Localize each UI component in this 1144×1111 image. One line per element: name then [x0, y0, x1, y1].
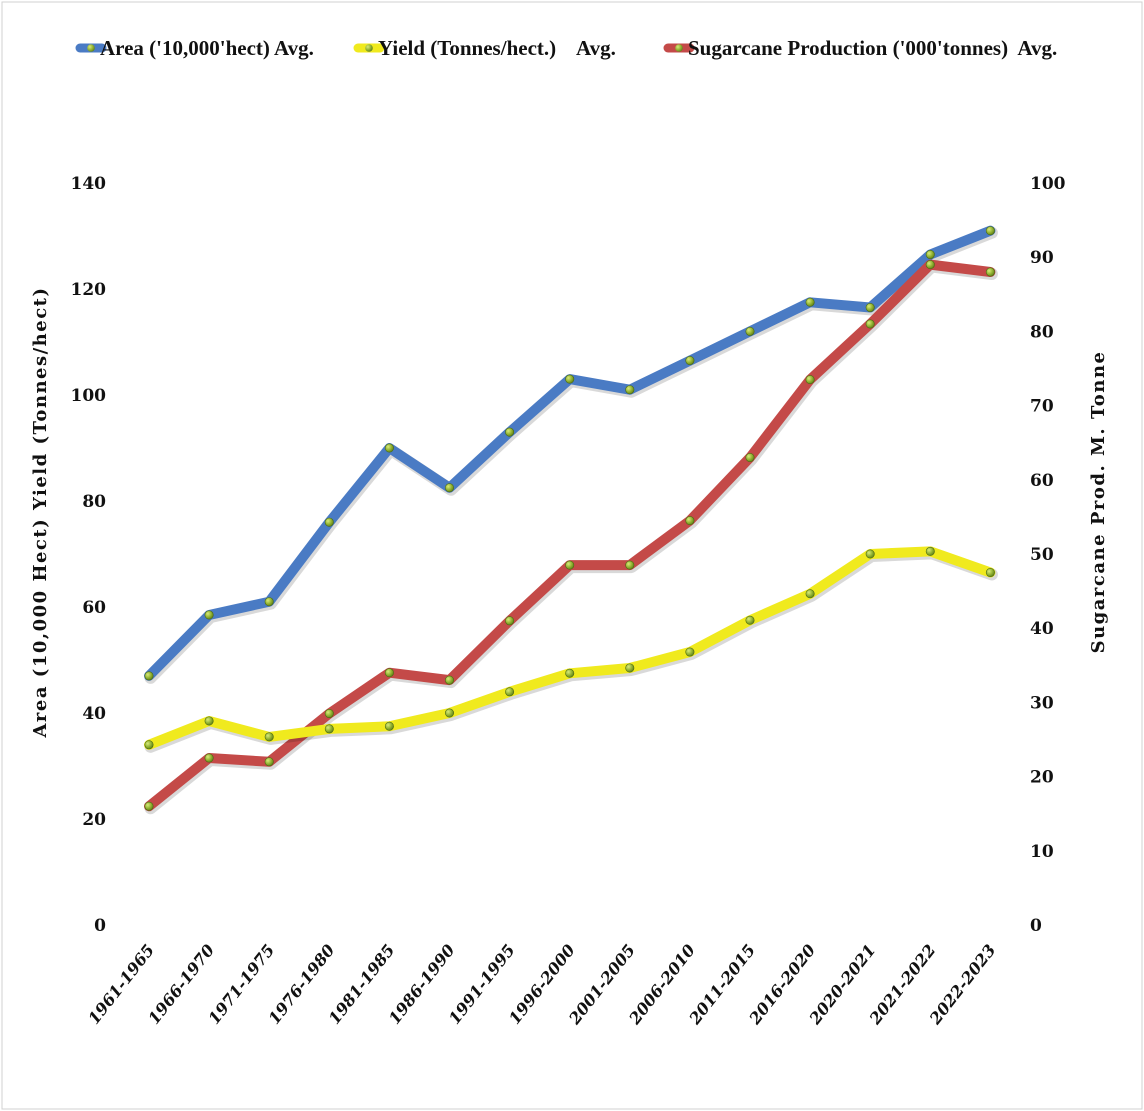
data-point — [505, 616, 515, 626]
right-tick-label: 50 — [1030, 545, 1054, 565]
data-point — [985, 267, 995, 277]
data-point — [625, 663, 635, 673]
legend-label: Area ('10,000'hect) Avg. — [100, 36, 314, 60]
data-point — [985, 226, 995, 236]
left-axis-ticks: 0 20 40 60 80 100 120 140 — [71, 174, 107, 936]
data-point — [805, 297, 815, 307]
legend-label: Sugarcane Production ('000'tonnes) Avg. — [688, 36, 1057, 60]
data-point — [685, 647, 695, 657]
data-point — [324, 709, 334, 719]
left-tick-label: 120 — [71, 280, 107, 300]
left-tick-label: 20 — [82, 810, 106, 830]
left-tick-label: 0 — [94, 916, 106, 936]
data-point — [925, 546, 935, 556]
data-point — [264, 597, 274, 607]
data-point — [685, 356, 695, 366]
left-tick-label: 140 — [71, 174, 107, 194]
data-point — [685, 516, 695, 526]
data-point — [384, 668, 394, 678]
data-point — [805, 375, 815, 385]
right-tick-label: 20 — [1030, 768, 1054, 788]
series-markers — [144, 226, 995, 811]
right-tick-label: 70 — [1030, 397, 1054, 417]
right-tick-label: 0 — [1030, 916, 1042, 936]
left-tick-label: 100 — [71, 386, 107, 406]
left-tick-label: 60 — [82, 598, 106, 618]
right-tick-label: 60 — [1030, 471, 1054, 491]
data-point — [565, 560, 575, 570]
data-point — [144, 740, 154, 750]
right-tick-label: 90 — [1030, 248, 1054, 268]
legend-marker — [675, 44, 683, 52]
right-axis-ticks: 0 10 20 30 40 50 60 70 80 90 100 — [1030, 174, 1066, 936]
data-point — [444, 675, 454, 685]
data-point — [204, 610, 214, 620]
data-point — [264, 757, 274, 767]
left-axis-title: Area (10,000 Hect) Yield (Tonnes/hect) — [30, 286, 51, 738]
data-point — [505, 687, 515, 697]
data-point — [384, 721, 394, 731]
right-axis-title: Sugarcane Prod. M. Tonne — [1088, 351, 1109, 654]
legend-label: Yield (Tonnes/hect.) Avg. — [378, 36, 616, 60]
data-point — [264, 732, 274, 742]
legend-marker — [365, 44, 373, 52]
data-point — [985, 568, 995, 578]
data-point — [444, 483, 454, 493]
data-point — [324, 724, 334, 734]
data-point — [204, 753, 214, 763]
data-point — [865, 319, 875, 329]
data-point — [625, 560, 635, 570]
data-point — [865, 549, 875, 559]
data-point — [745, 615, 755, 625]
data-point — [925, 250, 935, 260]
right-tick-label: 80 — [1030, 322, 1054, 342]
data-point — [745, 453, 755, 463]
right-tick-label: 100 — [1030, 174, 1066, 194]
right-tick-label: 10 — [1030, 842, 1054, 862]
data-point — [505, 427, 515, 437]
data-point — [565, 374, 575, 384]
left-tick-label: 80 — [82, 492, 106, 512]
data-point — [144, 801, 154, 811]
data-point — [805, 589, 815, 599]
legend: Area ('10,000'hect) Avg. Yield (Tonnes/he… — [75, 36, 1057, 60]
data-point — [625, 385, 635, 395]
data-point — [565, 668, 575, 678]
data-point — [745, 326, 755, 336]
left-tick-label: 40 — [82, 704, 106, 724]
right-tick-label: 30 — [1030, 693, 1054, 713]
data-point — [144, 671, 154, 681]
data-point — [384, 443, 394, 453]
data-point — [204, 716, 214, 726]
data-point — [865, 303, 875, 313]
data-point — [444, 708, 454, 718]
right-tick-label: 40 — [1030, 619, 1054, 639]
data-point — [925, 260, 935, 270]
data-point — [324, 517, 334, 527]
legend-marker — [87, 44, 95, 52]
